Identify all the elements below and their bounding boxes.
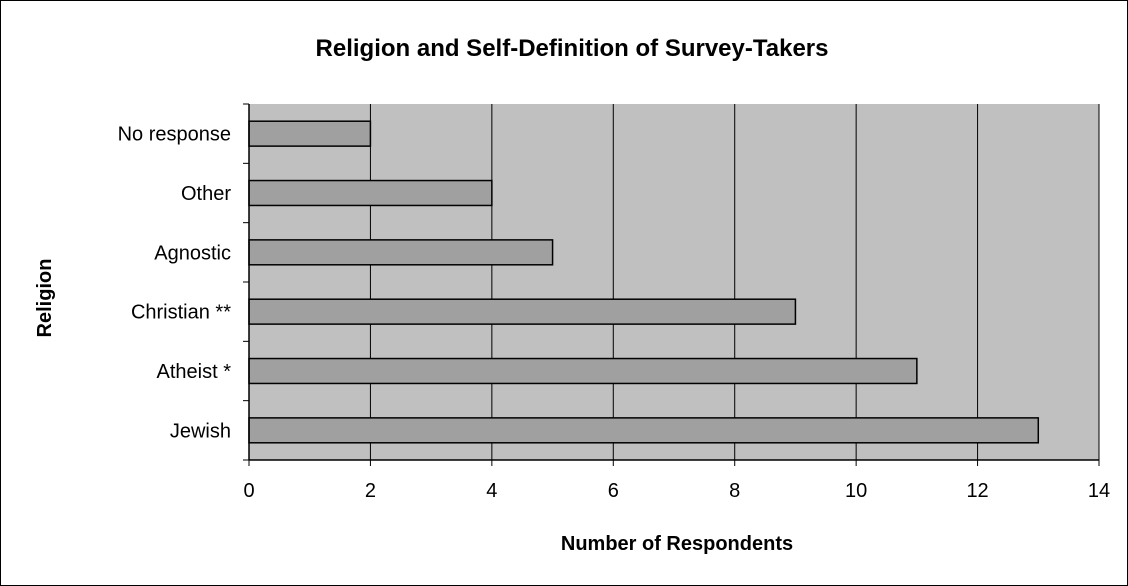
bar-5: [248, 417, 1040, 444]
x-tick-labels: 0 2 4 6 8 10 12 14: [243, 480, 1110, 502]
y-tick-label: No response: [118, 124, 231, 146]
x-axis-title: Number of Respondents: [561, 533, 793, 555]
y-tick-label: Christian **: [131, 302, 231, 324]
x-tick-label: 0: [243, 480, 254, 502]
y-tick-label: Other: [181, 183, 231, 205]
gridlines: [369, 104, 1100, 460]
x-tick-label: 4: [486, 480, 497, 502]
x-tick-label: 12: [966, 480, 988, 502]
bar-4: [248, 357, 918, 385]
x-tick-label: 8: [729, 480, 740, 502]
bar-2: [248, 239, 554, 266]
chart-title: Religion and Self-Definition of Survey-T…: [316, 35, 829, 62]
x-tick-label: 10: [845, 480, 867, 502]
x-tick-label: 6: [608, 480, 619, 502]
y-tick-label: Agnostic: [154, 242, 231, 264]
y-tick-label: Atheist *: [157, 361, 232, 383]
plot-area: [249, 104, 1099, 460]
x-tick-label: 14: [1088, 480, 1110, 502]
y-tick-label: Jewish: [170, 420, 231, 442]
bar-0: [248, 120, 372, 147]
bar-3: [248, 298, 797, 325]
x-tick-label: 2: [365, 480, 376, 502]
bars: [248, 120, 1040, 444]
bar-1: [248, 179, 493, 207]
y-tick-labels: No response Other Agnostic Christian ** Athe…: [118, 124, 232, 443]
y-axis-title: Religion: [34, 259, 56, 338]
axes: [243, 103, 1100, 466]
